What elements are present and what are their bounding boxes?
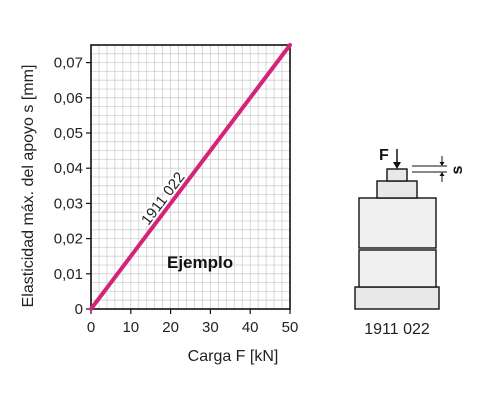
y-tick-label: 0,03: [54, 195, 83, 212]
spring-label: s: [449, 165, 466, 174]
grid: [91, 45, 290, 309]
y-tick-label: 0,04: [54, 160, 83, 177]
y-tick-label: 0,05: [54, 125, 83, 142]
component-upper-body: [358, 197, 437, 249]
x-tick-label: 10: [122, 319, 139, 336]
y-tick-label: 0: [75, 301, 83, 318]
x-tick-label: 20: [162, 319, 179, 336]
component-neck: [376, 180, 418, 199]
component-illustration: F s 1911 022: [354, 147, 466, 338]
series-lines: [89, 43, 292, 311]
y-axis-title: Elasticidad máx. del apoyo s [mm]: [20, 65, 37, 308]
component-pin: [386, 168, 408, 182]
force-arrow-head: [393, 162, 401, 169]
x-tick-label: 50: [282, 319, 299, 336]
component-base: [354, 286, 440, 310]
x-tick-label: 30: [202, 319, 219, 336]
x-tick-label: 40: [242, 319, 259, 336]
x-tick-label: 0: [87, 319, 95, 336]
part-number-label: 1911 022: [364, 321, 430, 338]
series-line: [89, 43, 292, 311]
y-tick-label: 0,07: [54, 55, 83, 72]
force-label: F: [379, 147, 389, 164]
x-tick-labels: 0 10 20 30 40 50: [87, 319, 299, 336]
plot-area-frame: [90, 44, 291, 310]
x-axis-title: Carga F [kN]: [188, 348, 279, 365]
component-lower-body: [358, 249, 437, 288]
spring-dim-arrowhead-down: [439, 162, 445, 166]
axis-ticks: [86, 61, 291, 314]
y-tick-label: 0,02: [54, 231, 83, 248]
y-tick-labels: 0 0,01 0,02 0,03 0,04 0,05 0,06 0,07: [54, 55, 83, 318]
y-tick-label: 0,06: [54, 90, 83, 107]
spring-dim-arrowhead-up: [439, 172, 445, 176]
annotation-ejemplo: Ejemplo: [167, 253, 233, 272]
y-tick-label: 0,01: [54, 266, 83, 283]
